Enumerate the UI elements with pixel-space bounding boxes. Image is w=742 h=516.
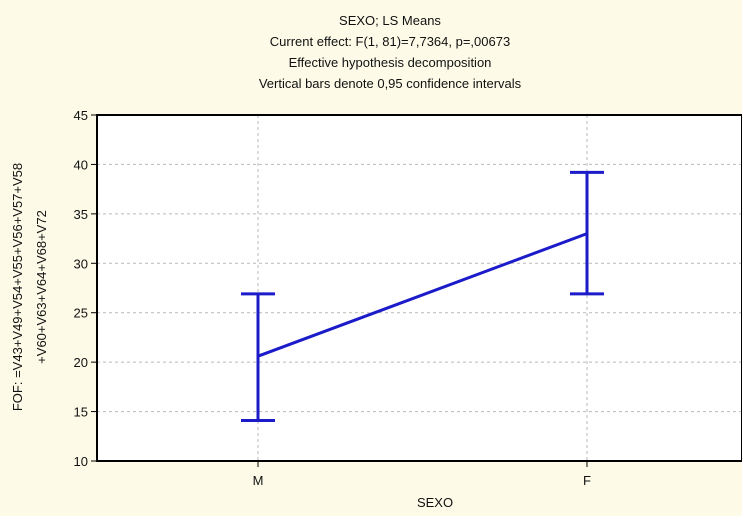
x-axis-title: SEXO xyxy=(417,495,453,510)
error-bar xyxy=(241,292,275,422)
y-axis-title-line-1: FOF: =V43+V49+V54+V55+V56+V57+V58 xyxy=(10,163,25,411)
y-tick-label: 45 xyxy=(74,108,88,123)
series-layer xyxy=(241,170,604,422)
y-axis-title-line-2: +V60+V63+V64+V68+V72 xyxy=(34,210,49,364)
y-tick-label: 40 xyxy=(74,157,88,172)
y-axis-ticks: 10 15 20 25 30 35 40 45 xyxy=(74,108,97,469)
chart-subtitle-ci-note: Vertical bars denote 0,95 confidence int… xyxy=(259,76,522,91)
chart-title-block: SEXO; LS Means Current effect: F(1, 81)=… xyxy=(259,13,522,91)
error-bar xyxy=(570,170,604,296)
y-tick-label: 35 xyxy=(74,207,88,222)
x-tick-label: F xyxy=(583,473,591,488)
y-tick-label: 25 xyxy=(74,306,88,321)
x-tick-label: M xyxy=(253,473,264,488)
y-tick-label: 15 xyxy=(74,405,88,420)
data-point xyxy=(256,354,260,358)
chart-subtitle-effect: Current effect: F(1, 81)=7,7364, p=,0067… xyxy=(270,34,510,49)
data-point xyxy=(585,232,589,236)
y-tick-label: 30 xyxy=(74,256,88,271)
plot-border xyxy=(96,114,742,462)
chart-subtitle-decomposition: Effective hypothesis decomposition xyxy=(289,55,492,70)
series-line xyxy=(257,232,588,358)
plot-area xyxy=(96,114,742,462)
y-axis-title: FOF: =V43+V49+V54+V55+V56+V57+V58 +V60+V… xyxy=(10,163,49,411)
chart-title: SEXO; LS Means xyxy=(339,13,441,28)
y-tick-label: 10 xyxy=(74,454,88,469)
y-tick-label: 20 xyxy=(74,355,88,370)
